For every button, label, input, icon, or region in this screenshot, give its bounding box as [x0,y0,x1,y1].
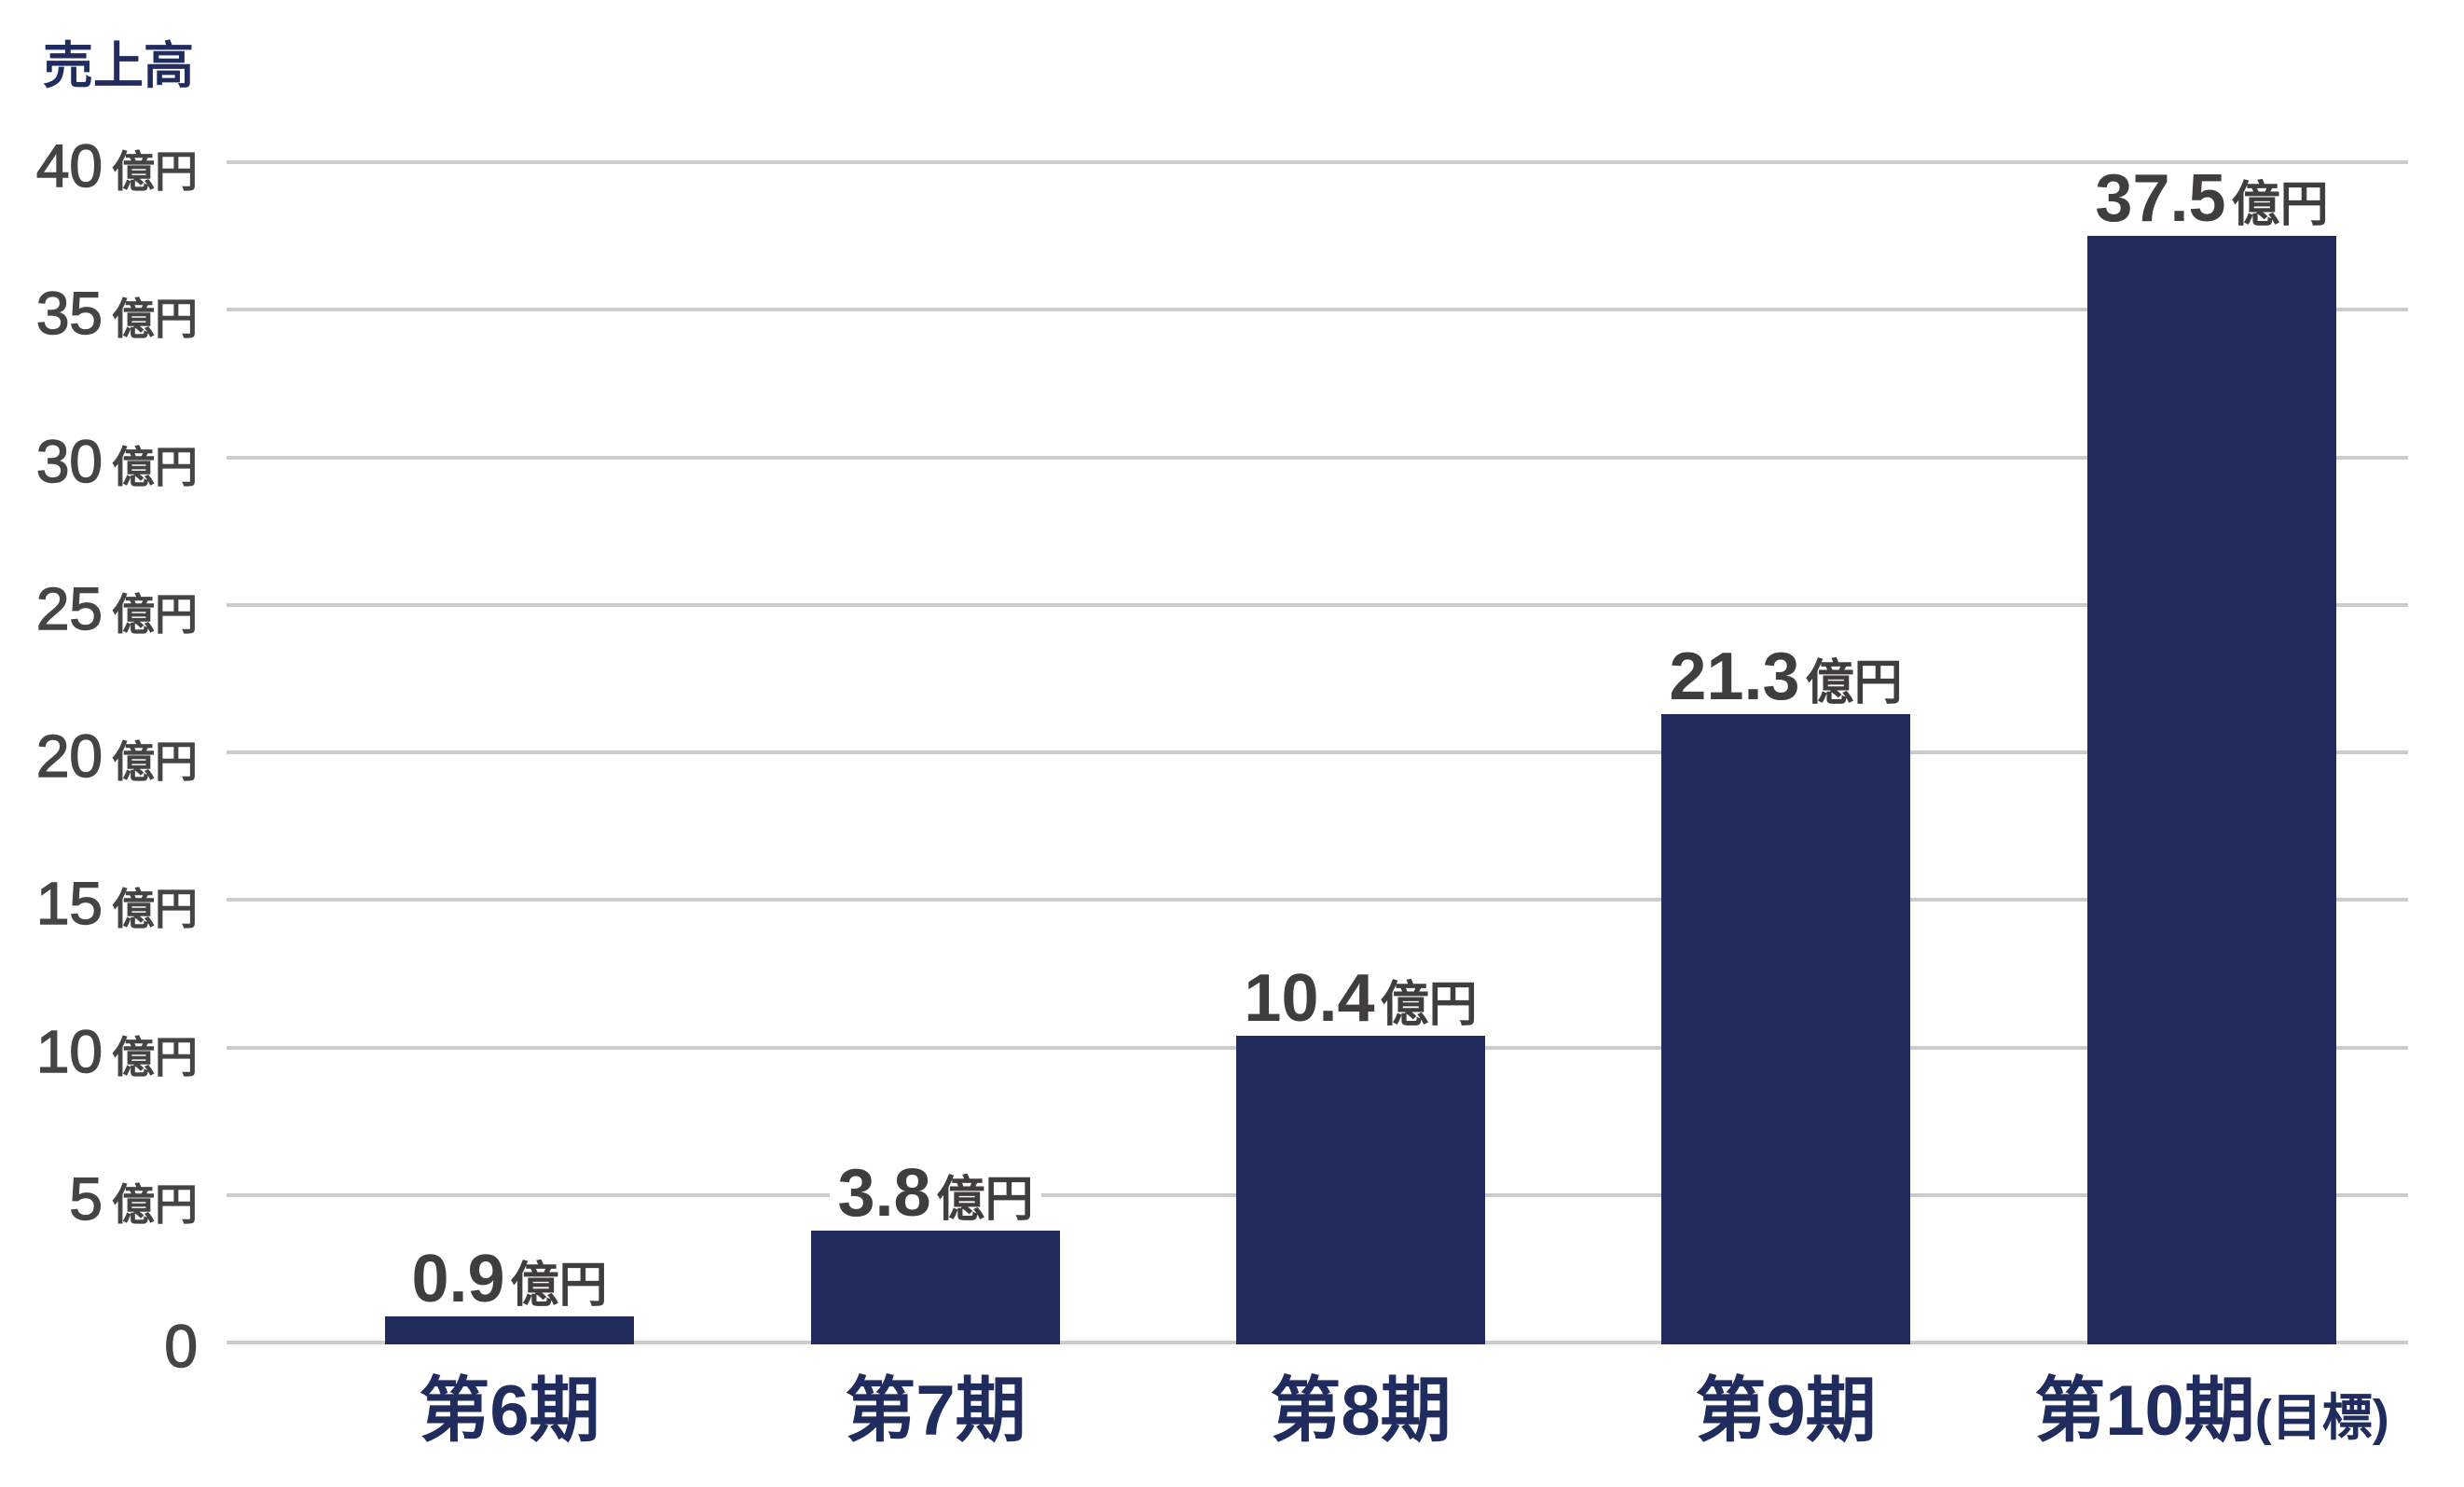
y-tick-unit: 億円 [111,737,199,787]
y-tick-unit: 億円 [111,1032,199,1082]
gridline [227,602,2408,607]
bar-stack: 37.5 億円 [2087,165,2336,1344]
value-label: 3.8 億円 [830,1160,1041,1227]
value-label: 0.9 億円 [404,1246,615,1313]
y-tick-unit: 億円 [111,146,199,197]
value-unit: 億円 [1805,655,1903,710]
value-number: 10.4 [1244,960,1375,1036]
bar-stack: 10.4 億円 [1236,965,1485,1344]
y-tick-label: 10 億円 [0,1021,199,1082]
gridline [227,898,2408,902]
y-tick-value: 5 [69,1164,103,1232]
y-tick-value: 10 [35,1017,103,1085]
value-unit: 億円 [2231,178,2329,233]
value-number: 3.8 [837,1155,931,1231]
y-tick-value: 20 [35,723,103,790]
bar [385,1315,634,1344]
value-label: 21.3 億円 [1661,643,1910,710]
category-label: 第10期(目標) [1948,1376,2464,1466]
gridline [227,160,2408,164]
y-tick-label: 35 億円 [0,283,199,345]
y-tick-unit: 億円 [111,885,199,935]
y-tick-unit: 億円 [111,442,199,492]
bar-group-term-6: 0.9 億円 第6期 [385,0,634,1447]
category-label: 第9期 [1521,1376,2050,1466]
bar [1236,1035,1485,1344]
y-tick-unit: 億円 [111,589,199,640]
bar [2087,236,2336,1344]
category-name: 第10期 [2034,1371,2255,1451]
y-tick-value: 40 [35,132,103,200]
value-label: 37.5 億円 [2087,165,2336,232]
category-label: 第6期 [245,1376,774,1466]
category-label: 第7期 [671,1376,1200,1466]
category-name: 第6期 [419,1371,600,1451]
value-unit: 億円 [510,1258,608,1313]
gridline [227,750,2408,754]
chart-title: 売上高 [43,38,194,94]
value-number: 0.9 [411,1241,505,1316]
category-label: 第8期 [1096,1376,1625,1466]
value-unit: 億円 [1380,977,1478,1032]
y-tick-label: 25 億円 [0,578,199,640]
bar [811,1230,1060,1344]
y-tick-label: 5 億円 [0,1168,199,1230]
y-tick-value: 35 [35,280,103,348]
bar-stack: 21.3 億円 [1661,643,1910,1344]
y-tick-label: 15 億円 [0,874,199,935]
category-name: 第7期 [845,1371,1026,1451]
y-tick-label: 20 億円 [0,725,199,787]
value-unit: 億円 [936,1172,1034,1227]
y-tick-label: 30 億円 [0,431,199,492]
gridline [227,455,2408,460]
bar-stack: 0.9 億円 [385,1246,634,1344]
bar-group-term-8: 10.4 億円 第8期 [1236,0,1485,1447]
category-name: 第9期 [1695,1371,1877,1451]
bar-stack: 3.8 億円 [811,1160,1060,1344]
y-tick-label: 0 [0,1315,199,1377]
y-tick-value: 30 [35,427,103,495]
y-tick-value: 25 [35,574,103,642]
y-tick-value: 15 [35,870,103,938]
gridline [227,308,2408,312]
value-label: 10.4 億円 [1236,965,1485,1032]
value-number: 21.3 [1669,639,1800,714]
category-name: 第8期 [1270,1371,1452,1451]
bar-group-term-10-target: 37.5 億円 第10期(目標) [2034,0,2389,1446]
bar [1661,713,1910,1344]
y-tick-value: 0 [164,1313,199,1380]
category-note: (目標) [2254,1390,2389,1446]
y-tick-label: 40 億円 [0,135,199,197]
y-tick-unit: 億円 [111,1179,199,1230]
value-number: 37.5 [2095,161,2226,237]
y-tick-unit: 億円 [111,295,199,345]
bar-group-term-9: 21.3 億円 第9期 [1661,0,1910,1447]
bar-group-term-7: 3.8 億円 第7期 [811,0,1060,1447]
